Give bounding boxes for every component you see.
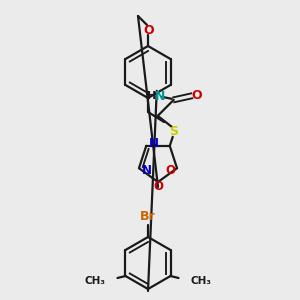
Text: O: O <box>144 23 154 37</box>
Text: O: O <box>165 164 175 177</box>
Text: CH₃: CH₃ <box>85 276 106 286</box>
Text: S: S <box>169 125 178 138</box>
Text: N: N <box>154 90 165 103</box>
Text: H: H <box>147 91 156 101</box>
Text: CH₃: CH₃ <box>190 276 212 286</box>
Text: O: O <box>191 89 202 102</box>
Text: N: N <box>149 137 159 150</box>
Text: O: O <box>153 179 163 193</box>
Text: Br: Br <box>140 211 156 224</box>
Text: N: N <box>142 164 152 177</box>
